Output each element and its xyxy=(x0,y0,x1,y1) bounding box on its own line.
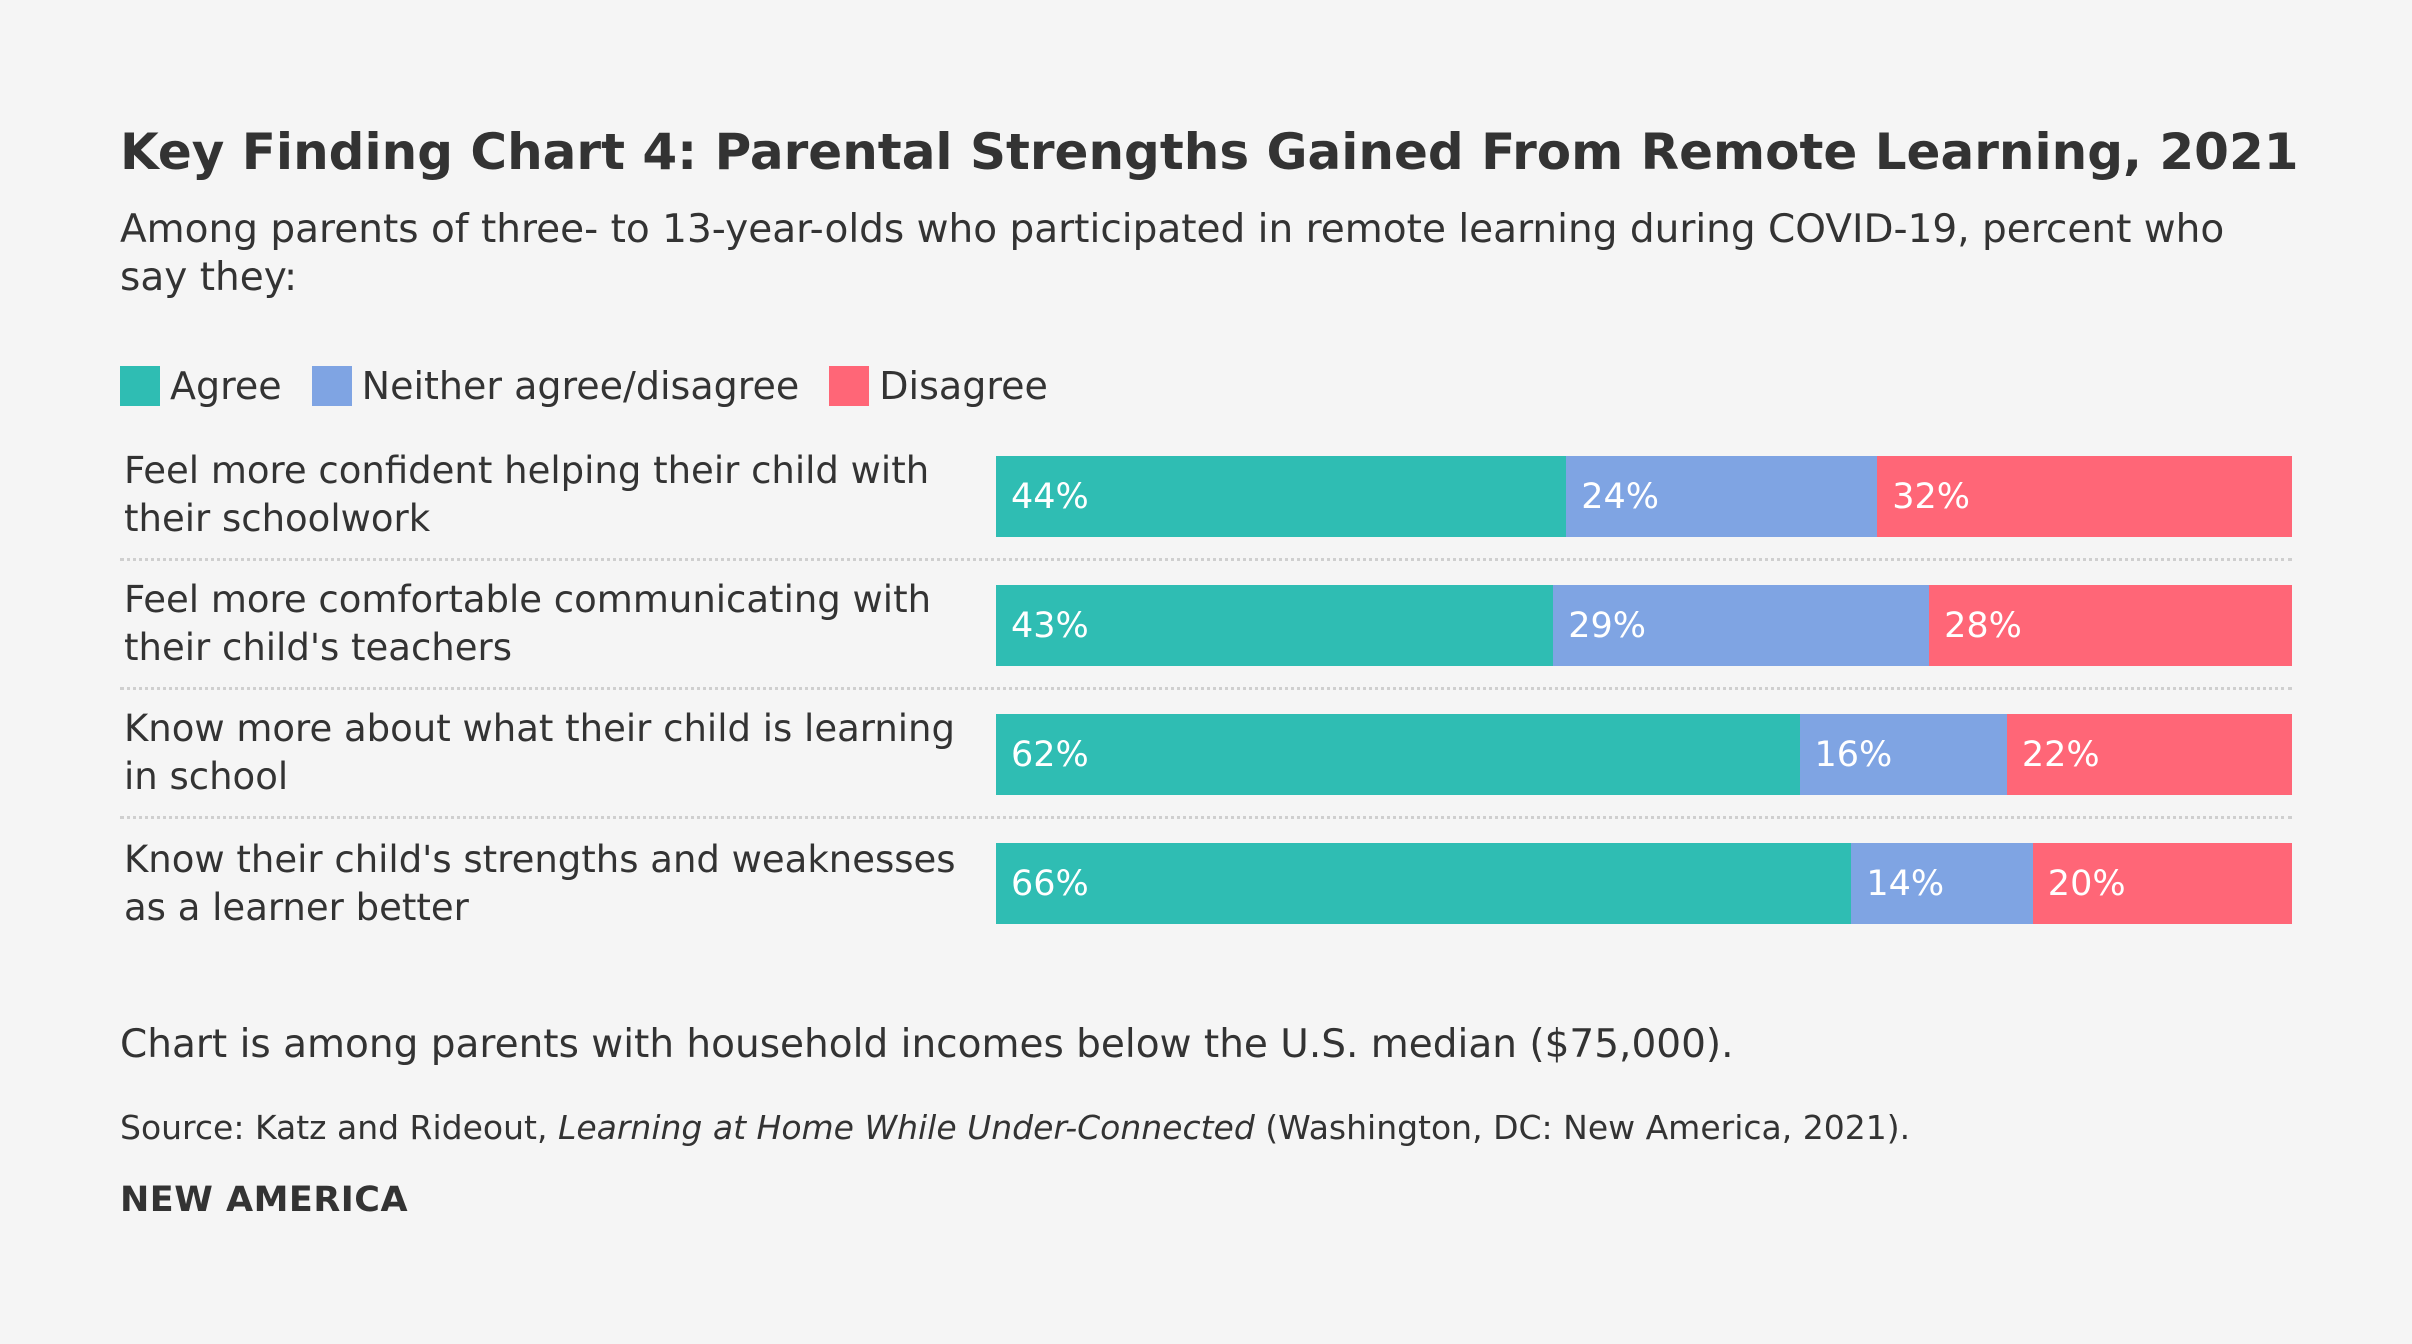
stacked-bar-1: 44% 24% 32% xyxy=(996,456,2292,537)
source-title: Learning at Home While Under-Connected xyxy=(557,1108,1255,1147)
stacked-bar-3: 62% 16% 22% xyxy=(996,714,2292,795)
data-label-neither-4: 14% xyxy=(1866,863,1945,904)
chart-note: Chart is among parents with household in… xyxy=(120,1022,1734,1067)
chart-rows: Feel more confident helping their child … xyxy=(120,432,2292,948)
chart-row-4: Know their child's strengths and weaknes… xyxy=(120,819,2292,948)
chart-subtitle: Among parents of three- to 13-year-olds … xyxy=(120,207,2225,300)
chart-row-1: Feel more confident helping their child … xyxy=(120,432,2292,561)
source-suffix: (Washington, DC: New America, 2021). xyxy=(1254,1108,1911,1147)
bar-segment-agree-4: 66% xyxy=(996,843,1852,924)
data-label-neither-2: 29% xyxy=(1568,605,1647,646)
bar-segment-neither-4: 14% xyxy=(1851,843,2033,924)
data-label-disagree-2: 28% xyxy=(1944,605,2022,646)
bar-segment-agree-3: 62% xyxy=(996,714,1800,795)
data-label-disagree-4: 20% xyxy=(2047,863,2126,904)
category-label-1: Feel more confident helping their child … xyxy=(124,449,930,540)
legend-swatch-disagree xyxy=(829,366,870,406)
bar-segment-neither-2: 29% xyxy=(1553,585,1930,666)
bar-segment-neither-3: 16% xyxy=(1799,714,2007,795)
legend-item-agree: Agree xyxy=(120,362,282,410)
bar-segment-neither-1: 24% xyxy=(1566,456,1878,537)
data-label-agree-1: 44% xyxy=(1011,476,1089,517)
bar-segment-agree-2: 43% xyxy=(996,585,1554,666)
chart-row-2: Feel more comfortable communicating with… xyxy=(120,561,2292,690)
category-label-3: Know more about what their child is lear… xyxy=(124,707,955,798)
stacked-bar-2: 43% 29% 28% xyxy=(996,585,2292,666)
brand-logo-text: NEW AMERICA xyxy=(120,1180,409,1220)
legend-item-neither: Neither agree/disagree xyxy=(311,362,800,410)
legend-label-neither: Neither agree/disagree xyxy=(361,364,800,408)
stacked-bar-4: 66% 14% 20% xyxy=(996,843,2292,924)
bar-segment-disagree-4: 20% xyxy=(2032,843,2292,924)
bar-segment-disagree-2: 28% xyxy=(1929,585,2292,666)
data-label-neither-1: 24% xyxy=(1581,476,1660,517)
bar-segment-agree-1: 44% xyxy=(996,456,1567,537)
bar-segment-disagree-1: 32% xyxy=(1877,456,2292,537)
data-label-disagree-3: 22% xyxy=(2021,734,2100,775)
chart-source: Source: Katz and Rideout, Learning at Ho… xyxy=(120,1106,1910,1150)
chart-legend: Agree Neither agree/disagree Disagree xyxy=(120,362,2292,410)
chart-container: Key Finding Chart 4: Parental Strengths … xyxy=(120,120,2299,948)
category-label-2: Feel more comfortable communicating with… xyxy=(124,578,932,669)
legend-item-disagree: Disagree xyxy=(829,362,1048,410)
legend-swatch-neither xyxy=(311,366,352,406)
legend-label-disagree: Disagree xyxy=(879,364,1048,408)
data-label-agree-4: 66% xyxy=(1011,863,1089,904)
source-prefix: Source: Katz and Rideout, xyxy=(120,1108,558,1147)
data-label-agree-2: 43% xyxy=(1011,605,1089,646)
legend-label-agree: Agree xyxy=(170,364,282,408)
data-label-agree-3: 62% xyxy=(1011,734,1089,775)
bar-segment-disagree-3: 22% xyxy=(2006,714,2292,795)
data-label-disagree-1: 32% xyxy=(1892,476,1971,517)
legend-swatch-agree xyxy=(120,366,160,406)
data-label-neither-3: 16% xyxy=(1814,734,1893,775)
category-label-4: Know their child's strengths and weaknes… xyxy=(124,837,956,929)
chart-row-3: Know more about what their child is lear… xyxy=(120,690,2292,819)
chart-title: Key Finding Chart 4: Parental Strengths … xyxy=(120,123,2299,181)
